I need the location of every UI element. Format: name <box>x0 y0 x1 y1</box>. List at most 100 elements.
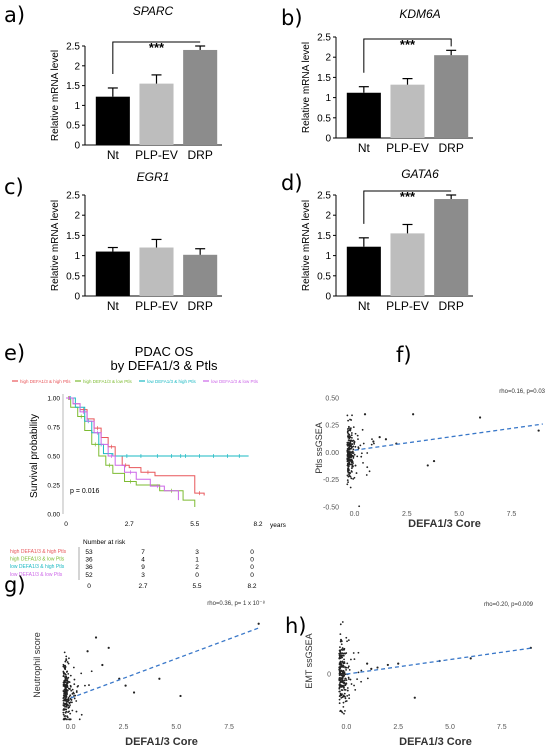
x-tick-label: 8.2 <box>253 521 262 528</box>
risk-row-label: high DEFA1/3 & high Ptls <box>10 549 67 555</box>
scatter-point <box>347 678 350 680</box>
scatter-point <box>341 656 344 659</box>
scatter-point <box>351 459 354 462</box>
scatter-point <box>346 474 349 477</box>
y-tick-label: 2 <box>74 61 80 72</box>
scatter-point <box>69 674 72 677</box>
risk-row-label: low DEFA1/3 & low Ptls <box>10 572 63 578</box>
y-tick-label: -0.25 <box>323 477 339 484</box>
panel-letter: g) <box>4 573 26 597</box>
scatter-point <box>339 710 342 712</box>
scatter-point <box>344 666 346 668</box>
scatter-point <box>344 709 346 712</box>
y-tick-label: 2.5 <box>317 33 331 44</box>
x-tick-label: 2.5 <box>393 724 403 731</box>
scatter-panel-g: g) 0.0 2.5 5.0 7.5 DEFA1/3 Core Neutrophil sco… <box>4 573 265 748</box>
km-title-line1: PDAC OS <box>135 344 194 359</box>
bar-Nt <box>346 246 381 296</box>
scatter-point <box>257 622 260 625</box>
scatter-point <box>397 662 400 665</box>
scatter-point <box>348 433 351 436</box>
x-tick-label: 0.0 <box>342 724 352 731</box>
scatter-point <box>386 663 389 667</box>
scatter-point <box>69 704 71 706</box>
scatter-point <box>348 435 351 437</box>
risk-count: 9 <box>141 564 145 571</box>
scatter-point <box>65 658 68 660</box>
scatter-point <box>354 464 357 467</box>
scatter-point <box>355 472 358 474</box>
scatter-point <box>63 691 66 694</box>
y-tick-label: 0.5 <box>66 121 80 132</box>
scatter-point <box>384 438 388 441</box>
y-axis-label: Relative mRNA level <box>301 200 312 291</box>
risk-row-label: high DEFA1/3 & low Ptls <box>10 557 65 563</box>
scatter-point <box>357 447 360 450</box>
y-tick-label: 0.25 <box>47 483 60 490</box>
scatter-point <box>342 701 345 704</box>
scatter-point <box>346 479 349 482</box>
scatter-point <box>65 671 68 673</box>
scatter-point <box>353 453 356 456</box>
scatter-point <box>366 452 369 454</box>
scatter-point <box>362 442 365 445</box>
trend-line <box>354 423 543 451</box>
panel-letter: b) <box>281 6 303 30</box>
scatter-point <box>341 677 344 680</box>
scatter-point <box>344 700 347 703</box>
y-tick-label: 0.00 <box>47 512 60 519</box>
scatter-point <box>352 455 355 458</box>
scatter-point <box>90 670 93 673</box>
scatter-panel-h: h) 0.0 2.5 5.0 7.5 0 DEFA1/3 Core EMT ssGSEA rho… <box>285 602 534 748</box>
scatter-point <box>132 691 136 694</box>
trend-line <box>346 647 533 675</box>
scatter-point <box>101 663 104 667</box>
x-tick-label: 0.0 <box>66 724 76 731</box>
x-tick-label: 5.0 <box>445 724 455 731</box>
legend-entry: high DEFA1/3 & high Ptls <box>20 379 71 384</box>
risk-count: 0 <box>250 564 254 571</box>
scatter-point <box>338 698 341 701</box>
scatter-point <box>72 666 75 669</box>
scatter-point <box>350 447 352 450</box>
correlation-stat: rho=0.36, p= 1 x 10⁻⁸ <box>207 600 265 607</box>
bar-PLP-EV <box>139 247 174 296</box>
scatter-point <box>346 689 349 692</box>
scatter-point <box>344 695 346 698</box>
scatter-point <box>64 703 66 706</box>
scatter-point <box>71 692 74 695</box>
scatter-point <box>360 452 363 455</box>
scatter-point <box>64 664 66 667</box>
risk-count: 4 <box>141 557 145 564</box>
scatter-point <box>343 688 346 691</box>
scatter-point <box>339 694 342 697</box>
scatter-point <box>65 702 68 704</box>
x-axis-label: years <box>270 522 287 529</box>
scatter-point <box>347 666 350 669</box>
scatter-point <box>65 655 68 658</box>
scatter-point <box>345 682 348 685</box>
scatter-point <box>351 443 354 446</box>
scatter-point <box>413 696 416 699</box>
scatter-point <box>376 666 379 669</box>
scatter-point <box>348 444 350 447</box>
scatter-point <box>341 647 344 649</box>
scatter-point <box>338 670 341 673</box>
scatter-point <box>346 431 349 434</box>
scatter-point <box>346 662 349 665</box>
x-tick-label: 5.5 <box>190 521 199 528</box>
significance-bracket <box>363 38 452 73</box>
scatter-point <box>343 686 345 689</box>
scatter-point <box>345 636 348 639</box>
scatter-point <box>62 670 65 673</box>
x-axis-label: DEFA1/3 Core <box>399 736 472 748</box>
scatter-point <box>347 436 350 439</box>
category-label: Nt <box>107 299 120 313</box>
scatter-point <box>66 700 68 703</box>
scatter-point <box>412 413 415 416</box>
scatter-point <box>351 464 354 467</box>
risk-x-tick: 0 <box>87 583 91 590</box>
scatter-point <box>67 673 70 675</box>
scatter-point <box>66 716 69 719</box>
scatter-point <box>354 432 357 435</box>
